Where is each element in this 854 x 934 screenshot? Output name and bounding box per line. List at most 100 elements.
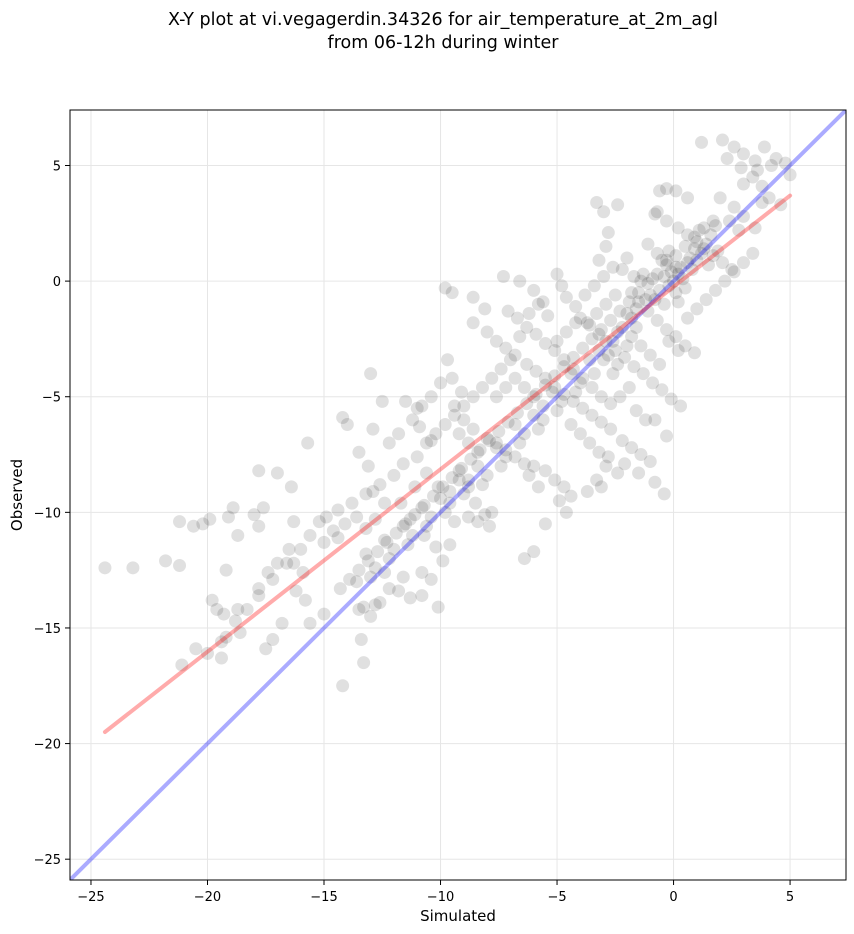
data-point (482, 434, 496, 448)
data-point (555, 394, 569, 408)
data-point (406, 528, 420, 542)
data-point (489, 436, 503, 450)
data-point (569, 300, 583, 314)
data-point (352, 563, 366, 577)
data-point (678, 239, 692, 253)
data-point (496, 269, 510, 283)
x-tick-label: 5 (786, 890, 794, 905)
data-point (417, 528, 431, 542)
data-point (620, 251, 634, 265)
data-point (573, 376, 587, 390)
x-tick-label: −10 (427, 890, 454, 905)
data-point (650, 267, 664, 281)
data-point (641, 237, 655, 251)
data-point (513, 274, 527, 288)
data-point (466, 316, 480, 330)
data-point (173, 559, 187, 573)
data-point (420, 436, 434, 450)
data-point (604, 422, 618, 436)
data-point (625, 441, 639, 455)
data-point (357, 600, 371, 614)
data-point (424, 390, 438, 404)
data-point (359, 487, 373, 501)
data-point (648, 413, 662, 427)
data-point (415, 399, 429, 413)
data-point (401, 538, 415, 552)
data-point (629, 302, 643, 316)
data-point (205, 593, 219, 607)
identity-line (70, 110, 846, 880)
data-point (436, 554, 450, 568)
data-point (508, 417, 522, 431)
data-point (709, 283, 723, 297)
data-point (606, 260, 620, 274)
data-point (173, 515, 187, 529)
data-point (669, 249, 683, 263)
data-point (655, 383, 669, 397)
data-point (599, 297, 613, 311)
data-point (457, 413, 471, 427)
x-tick-label: 0 (669, 890, 677, 905)
data-point (333, 582, 347, 596)
data-point (382, 552, 396, 566)
data-point (669, 286, 683, 300)
data-point (713, 191, 727, 205)
data-point (594, 323, 608, 337)
data-point (671, 343, 685, 357)
data-point (522, 306, 536, 320)
data-point (611, 357, 625, 371)
data-point (461, 510, 475, 524)
data-point (615, 263, 629, 277)
data-point (434, 376, 448, 390)
data-point (615, 320, 629, 334)
data-point (429, 427, 443, 441)
data-point (667, 274, 681, 288)
data-point (592, 253, 606, 267)
data-point (392, 427, 406, 441)
data-point (445, 286, 459, 300)
data-point (513, 436, 527, 450)
data-point (494, 362, 508, 376)
data-point (590, 306, 604, 320)
data-point (676, 272, 690, 286)
data-point (657, 269, 671, 283)
data-point (396, 457, 410, 471)
data-point (396, 570, 410, 584)
data-point (597, 205, 611, 219)
data-point (769, 152, 783, 166)
data-point (734, 161, 748, 175)
data-point (601, 226, 615, 240)
data-point (688, 230, 702, 244)
grid-lines (70, 110, 846, 880)
data-point (457, 487, 471, 501)
data-point (508, 371, 522, 385)
data-point (550, 404, 564, 418)
data-point (606, 334, 620, 348)
data-point (578, 288, 592, 302)
data-point (261, 565, 275, 579)
data-point (312, 515, 326, 529)
data-point (650, 246, 664, 260)
data-point (196, 517, 210, 531)
data-point (520, 320, 534, 334)
data-point (336, 679, 350, 693)
data-point (489, 334, 503, 348)
data-point (688, 346, 702, 360)
y-tick-label: 0 (53, 275, 61, 290)
data-point (715, 133, 729, 147)
data-point (226, 501, 240, 515)
data-point (736, 177, 750, 191)
data-point (608, 343, 622, 357)
data-point (461, 436, 475, 450)
data-point (485, 371, 499, 385)
y-axis-ticks: −25 −20 −15 −10 −5 0 5 (34, 159, 70, 868)
data-point (214, 651, 228, 665)
data-point (706, 214, 720, 228)
data-point (214, 635, 228, 649)
data-point (231, 528, 245, 542)
data-point (601, 348, 615, 362)
data-point (550, 267, 564, 281)
data-point (452, 464, 466, 478)
data-point (564, 367, 578, 381)
